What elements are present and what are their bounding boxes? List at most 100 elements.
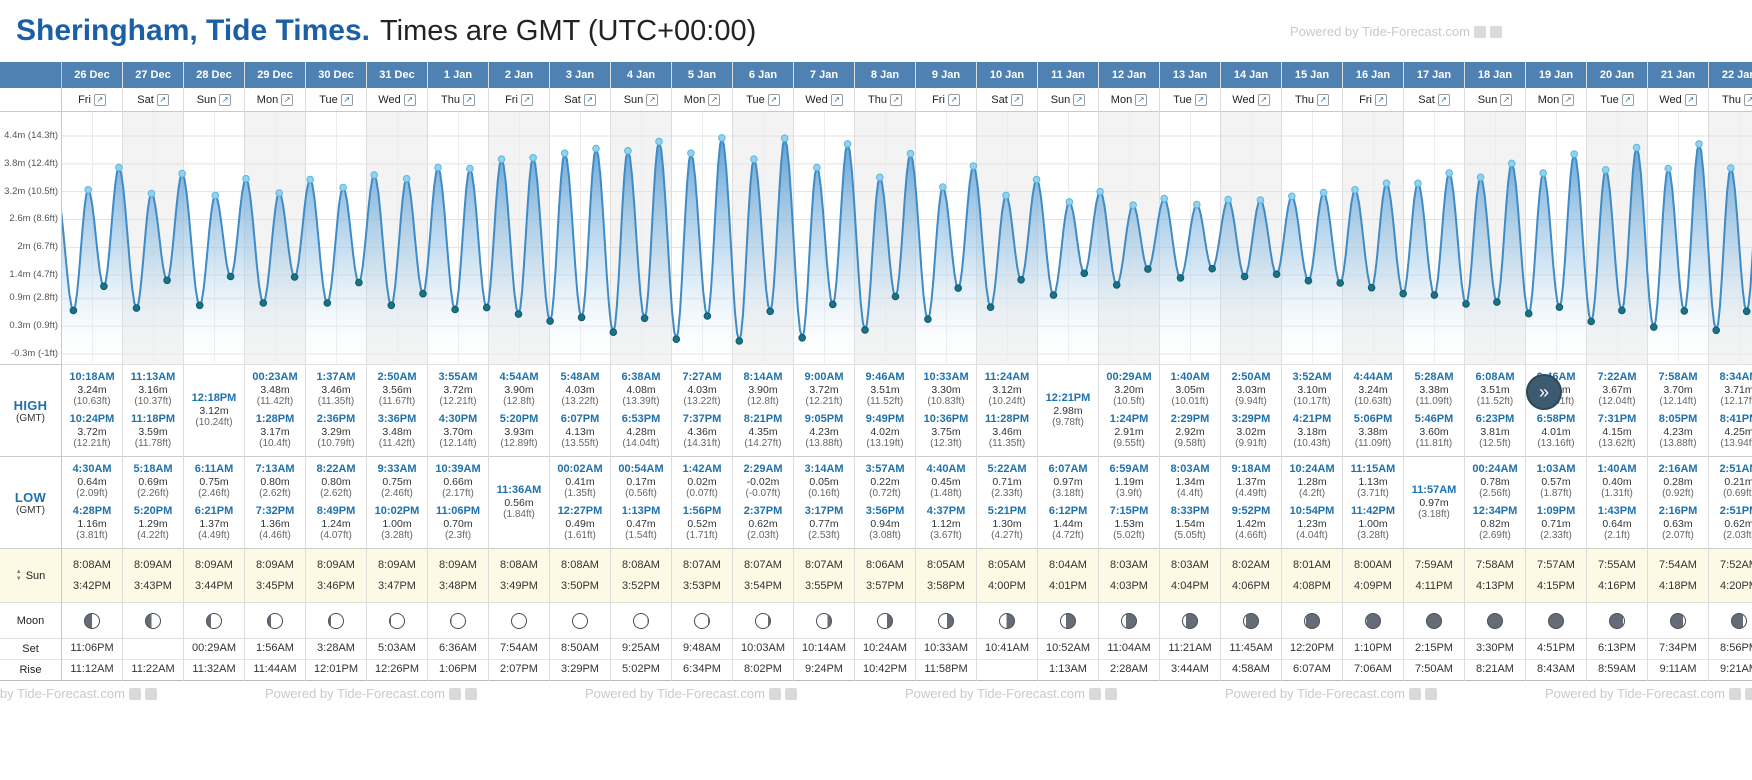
weekday-cell: Fri ↗ (489, 88, 549, 112)
date-header[interactable]: 4 Jan (611, 62, 671, 88)
date-header[interactable]: 7 Jan (794, 62, 854, 88)
expand-day-icon[interactable]: ↗ (520, 93, 533, 106)
date-header[interactable]: 14 Jan (1221, 62, 1281, 88)
expand-day-icon[interactable]: ↗ (1500, 93, 1513, 106)
expand-day-icon[interactable]: ↗ (583, 93, 596, 106)
date-header[interactable]: 12 Jan (1099, 62, 1159, 88)
expand-day-icon[interactable]: ↗ (1374, 93, 1387, 106)
tide-height-ft: (11.35ft) (988, 437, 1026, 449)
expand-day-icon[interactable]: ↗ (462, 93, 475, 106)
low-label: LOW (14, 489, 47, 505)
tide-height-m: 3.48m (260, 384, 290, 397)
high-tide-cell: 00:29AM 3.20m (10.5ft) 1:24PM 2.91m (9.55ft) (1099, 365, 1159, 457)
tide-entry: 9:00AM 3.72m (12.21ft) (794, 371, 854, 408)
tide-time: 6:21PM (194, 504, 234, 517)
date-header[interactable]: 1 Jan (428, 62, 488, 88)
footer-watermark: Powered by Tide-Forecast.com (265, 686, 477, 701)
weekday-label: Thu (1722, 93, 1741, 106)
moon-cell (1282, 603, 1342, 639)
expand-day-icon[interactable]: ↗ (281, 93, 294, 106)
expand-day-icon[interactable]: ↗ (340, 93, 353, 106)
expand-day-icon[interactable]: ↗ (1316, 93, 1329, 106)
tide-height-m: 0.62m (1724, 517, 1752, 530)
date-header[interactable]: 17 Jan (1404, 62, 1464, 88)
weekday-cell: Thu ↗ (855, 88, 915, 112)
expand-day-icon[interactable]: ↗ (889, 93, 902, 106)
day-column: 14 Jan Wed ↗ 2:50AM 3.03m (9.94ft) 3:29PM 3.02m… (1221, 62, 1282, 681)
date-header[interactable]: 3 Jan (550, 62, 610, 88)
date-header[interactable]: 5 Jan (672, 62, 732, 88)
expand-day-icon[interactable]: ↗ (156, 93, 169, 106)
date-header[interactable]: 2 Jan (489, 62, 549, 88)
weekday-cell: Tue ↗ (1587, 88, 1647, 112)
moon-cell (1160, 603, 1220, 639)
high-tide-cell: 1:37AM 3.46m (11.35ft) 2:36PM 3.29m (10.79ft) (306, 365, 366, 457)
expand-day-icon[interactable]: ↗ (1073, 93, 1086, 106)
date-header[interactable]: 28 Dec (184, 62, 244, 88)
tide-height-ft: (5.05ft) (1174, 529, 1206, 541)
date-header[interactable]: 19 Jan (1526, 62, 1586, 88)
tide-entry: 10:24PM 3.72m (12.21ft) (62, 413, 122, 450)
expand-day-icon[interactable]: ↗ (1194, 93, 1207, 106)
low-tide-cell: 11:57AM 0.97m (3.18ft) (1404, 457, 1464, 549)
date-header[interactable]: 13 Jan (1160, 62, 1220, 88)
date-header[interactable]: 15 Jan (1282, 62, 1342, 88)
date-header[interactable]: 8 Jan (855, 62, 915, 88)
tide-time: 7:27AM (682, 371, 722, 384)
date-header[interactable]: 9 Jan (916, 62, 976, 88)
expand-day-icon[interactable]: ↗ (947, 93, 960, 106)
tide-time: 1:03AM (1536, 463, 1576, 476)
tide-entry: 00:24AM 0.78m (2.56ft) (1465, 463, 1525, 500)
date-header[interactable]: 26 Dec (62, 62, 122, 88)
expand-day-icon[interactable]: ↗ (1437, 93, 1450, 106)
chart-day-column (306, 112, 366, 365)
date-header[interactable]: 16 Jan (1343, 62, 1403, 88)
expand-day-icon[interactable]: ↗ (767, 93, 780, 106)
expand-day-icon[interactable]: ↗ (830, 93, 843, 106)
date-header[interactable]: 11 Jan (1038, 62, 1098, 88)
expand-day-icon[interactable]: ↗ (1621, 93, 1634, 106)
expand-day-icon[interactable]: ↗ (219, 93, 232, 106)
watermark-text: Powered by Tide-Forecast.com (585, 686, 765, 701)
tide-entry: 4:21PM 3.18m (10.43ft) (1282, 413, 1342, 450)
tide-height-m: 1.37m (1236, 476, 1266, 489)
expand-day-icon[interactable]: ↗ (1684, 93, 1697, 106)
weekday-label: Sun (1477, 93, 1498, 106)
date-header[interactable]: 30 Dec (306, 62, 366, 88)
watermark-text: Powered by Tide-Forecast.com (0, 686, 125, 701)
scroll-right-button[interactable]: » (1526, 374, 1562, 410)
expand-day-icon[interactable]: ↗ (1135, 93, 1148, 106)
y-axis-label: 4.4m (14.3ft) (4, 130, 58, 141)
tide-height-ft: (12.8ft) (503, 396, 535, 408)
expand-day-icon[interactable]: ↗ (403, 93, 416, 106)
sunrise-time: 8:00AM (1354, 558, 1392, 571)
expand-day-icon[interactable]: ↗ (646, 93, 659, 106)
expand-day-icon[interactable]: ↗ (1743, 93, 1752, 106)
low-tide-cell: 1:03AM 0.57m (1.87ft) 1:09PM 0.71m (2.33ft) (1526, 457, 1586, 549)
date-header[interactable]: 27 Dec (123, 62, 183, 88)
date-header[interactable]: 20 Jan (1587, 62, 1647, 88)
expand-day-icon[interactable]: ↗ (1257, 93, 1270, 106)
sunset-time: 3:50PM (561, 580, 599, 593)
weekday-cell: Thu ↗ (428, 88, 488, 112)
tide-height-m: 3.02m (1236, 425, 1266, 438)
expand-day-icon[interactable]: ↗ (1562, 93, 1575, 106)
date-header[interactable]: 18 Jan (1465, 62, 1525, 88)
date-header[interactable]: 22 Jan (1709, 62, 1752, 88)
expand-day-icon[interactable]: ↗ (93, 93, 106, 106)
footer-watermark: Powered by Tide-Forecast.com (585, 686, 797, 701)
date-header[interactable]: 10 Jan (977, 62, 1037, 88)
tide-time: 8:34AM (1719, 371, 1752, 384)
sunset-time: 3:57PM (866, 580, 904, 593)
date-header[interactable]: 29 Dec (245, 62, 305, 88)
low-tide-cell: 11:36AM 0.56m (1.84ft) (489, 457, 549, 549)
expand-day-icon[interactable]: ↗ (1010, 93, 1023, 106)
date-header[interactable]: 31 Dec (367, 62, 427, 88)
date-header[interactable]: 6 Jan (733, 62, 793, 88)
tide-time: 2:51PM (1719, 504, 1752, 517)
date-header[interactable]: 21 Jan (1648, 62, 1708, 88)
expand-day-icon[interactable]: ↗ (708, 93, 721, 106)
moon-cell (184, 603, 244, 639)
tide-height-ft: (13.55ft) (561, 437, 599, 449)
tide-height-m: 4.02m (870, 425, 900, 438)
